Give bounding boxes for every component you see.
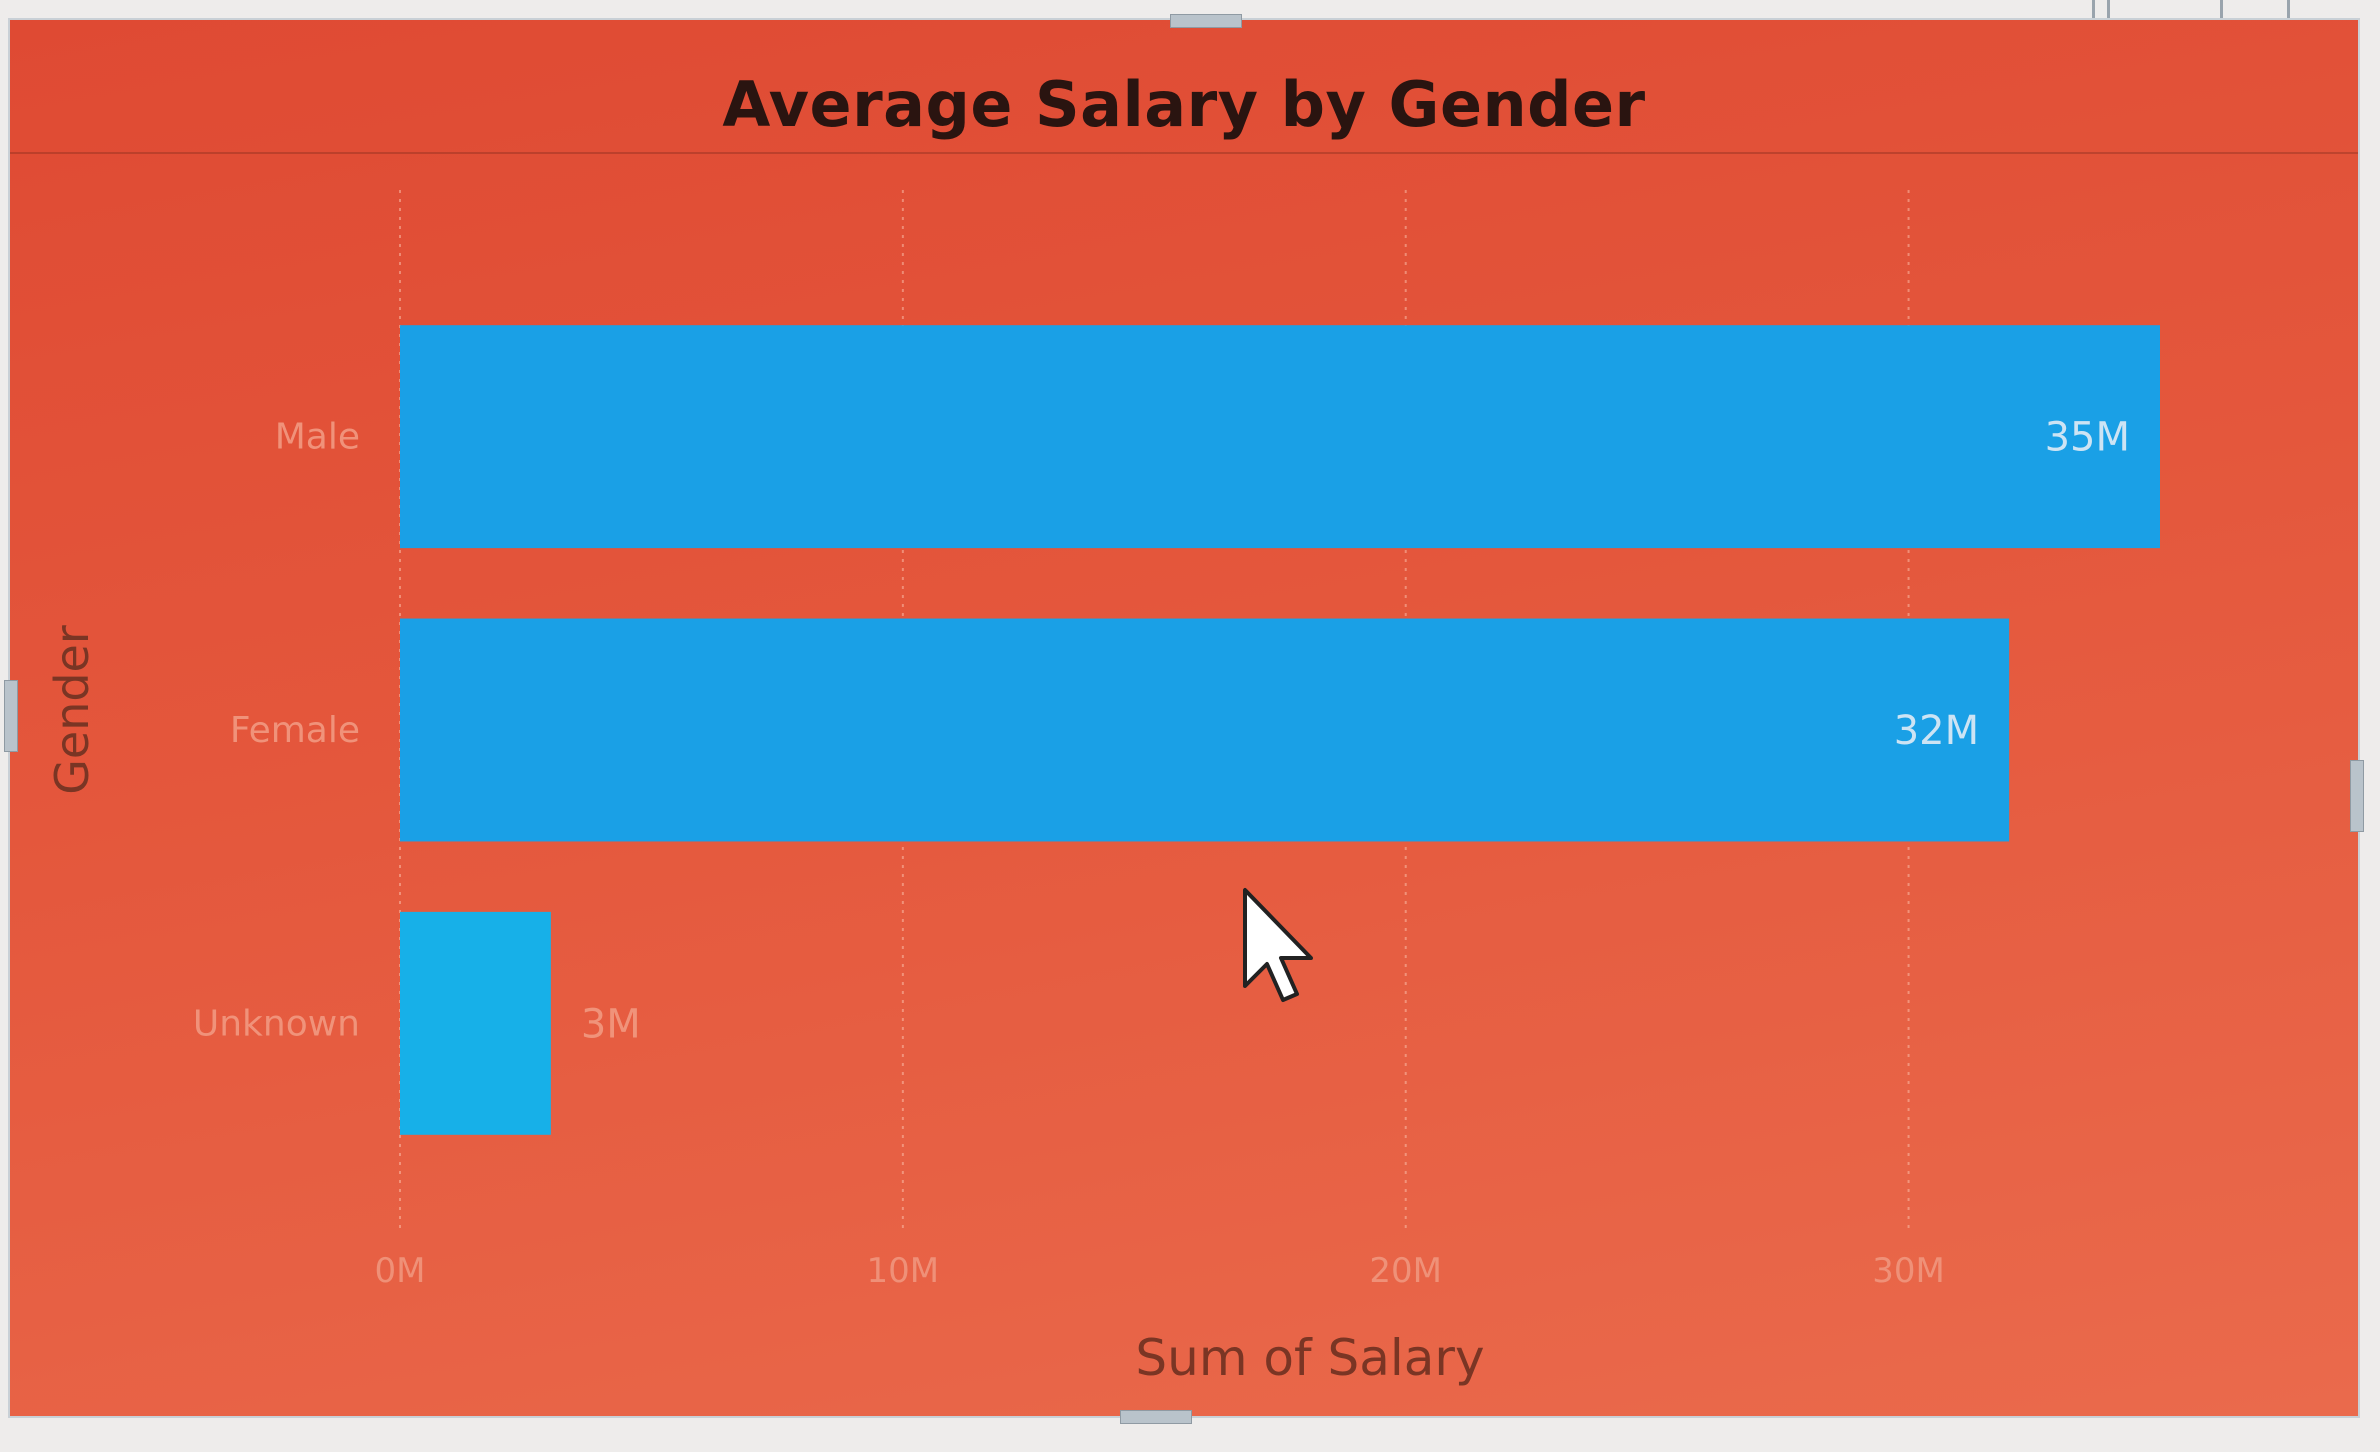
- x-tick-label: 0M: [375, 1251, 426, 1291]
- category-labels: Male Female Unknown: [193, 417, 360, 1045]
- data-labels: 35M 32M 3M: [581, 415, 2130, 1048]
- resize-handle-top[interactable]: [1170, 14, 1242, 28]
- chart-title: Average Salary by Gender: [722, 68, 1646, 141]
- category-label: Male: [275, 417, 360, 458]
- bar-unknown[interactable]: [400, 911, 551, 1135]
- header-divider: [10, 152, 2358, 154]
- data-label: 32M: [1894, 708, 1979, 754]
- resize-handle-bottom[interactable]: [1120, 1410, 1192, 1424]
- x-tick-label: 10M: [867, 1251, 940, 1291]
- bar-male[interactable]: [400, 325, 2160, 549]
- data-label: 3M: [581, 1001, 641, 1047]
- x-tick-label: 30M: [1872, 1251, 1945, 1291]
- x-axis-title: Sum of Salary: [1135, 1329, 1484, 1387]
- resize-handle-right[interactable]: [2350, 760, 2364, 832]
- y-axis-title: Gender: [45, 625, 99, 795]
- bar-female[interactable]: [400, 618, 2010, 842]
- x-tick-labels: 0M 10M 20M 30M: [375, 1251, 1945, 1291]
- bar-chart: Male Female Unknown 35M 32M 3M 0M 10M 20M 30M S…: [45, 190, 2160, 1387]
- resize-handle-left[interactable]: [4, 680, 18, 752]
- x-tick-label: 20M: [1369, 1251, 1442, 1291]
- bars: [400, 325, 2160, 1135]
- category-label: Unknown: [193, 1003, 360, 1044]
- chart-visual[interactable]: Average Salary by Gender Male Female Unkno…: [4, 14, 2364, 1424]
- category-label: Female: [230, 710, 360, 751]
- mouse-cursor-icon: [1243, 888, 1313, 1002]
- data-label: 35M: [2045, 415, 2130, 461]
